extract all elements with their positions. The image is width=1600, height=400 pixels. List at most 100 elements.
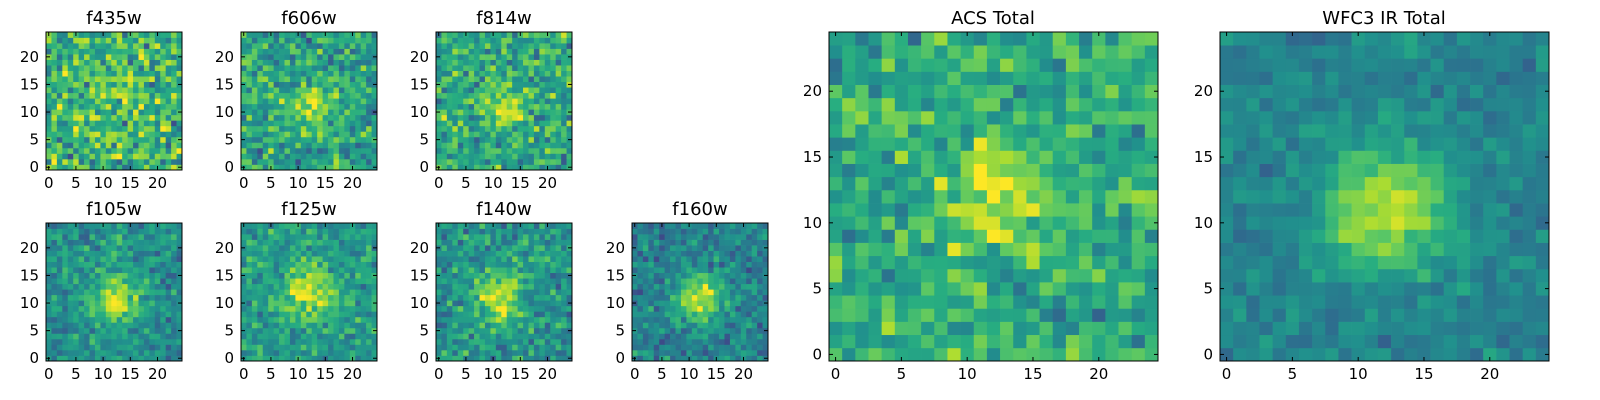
heatmap-cell — [441, 300, 448, 307]
heatmap-cell — [366, 131, 372, 138]
heatmap-cell — [452, 272, 459, 279]
heatmap-cell — [533, 272, 540, 279]
heatmap-cell — [89, 37, 96, 44]
heatmap-cell — [561, 267, 567, 274]
heatmap-cell — [1026, 176, 1040, 191]
heatmap-cell — [171, 327, 177, 334]
heatmap-cell — [757, 234, 763, 240]
heatmap-cell — [523, 37, 529, 44]
heatmap-cell — [143, 54, 150, 60]
heatmap-cell — [713, 316, 720, 323]
heatmap-cell — [501, 32, 508, 38]
heatmap-cell — [306, 92, 313, 99]
heatmap-cell — [691, 344, 698, 351]
heatmap-cell — [506, 250, 513, 257]
heatmap-cell — [1144, 242, 1159, 257]
heatmap-cell — [539, 158, 546, 165]
heatmap-cell — [452, 278, 459, 285]
heatmap-cell — [762, 234, 769, 240]
heatmap-cell — [566, 131, 573, 138]
heatmap-cell — [241, 125, 247, 132]
heatmap-cell — [171, 98, 177, 105]
heatmap-cell — [251, 59, 258, 66]
heatmap-cell — [143, 164, 150, 171]
heatmap-cell — [338, 125, 345, 132]
heatmap-cell — [528, 327, 535, 334]
heatmap-cell — [262, 234, 269, 240]
heatmap-cell — [544, 109, 551, 116]
heatmap-cell — [62, 322, 69, 329]
heatmap-cell — [523, 120, 529, 127]
heatmap-cell — [561, 245, 567, 251]
heatmap-cell — [512, 43, 518, 49]
heatmap-cell — [333, 37, 340, 44]
heatmap-cell — [495, 272, 502, 279]
heatmap-cell — [289, 305, 296, 312]
heatmap-cell — [686, 228, 693, 235]
heatmap-cell — [1013, 268, 1027, 283]
heatmap-cell — [490, 311, 497, 318]
heatmap-cell — [295, 322, 302, 329]
heatmap-cell — [67, 37, 74, 44]
heatmap-cell — [495, 261, 502, 268]
heatmap-cell — [73, 300, 79, 307]
heatmap-cell — [84, 289, 90, 296]
heatmap-cell — [127, 98, 134, 105]
heatmap-cell — [1052, 176, 1067, 191]
heatmap-cell — [171, 131, 177, 138]
heatmap-cell — [51, 289, 58, 296]
heatmap-cell — [452, 125, 459, 132]
heatmap-cell — [116, 54, 123, 60]
heatmap-cell — [78, 125, 85, 132]
heatmap-cell — [160, 272, 167, 279]
heatmap-cell — [133, 114, 139, 121]
heatmap-cell — [328, 54, 334, 60]
heatmap-cell — [149, 294, 156, 301]
heatmap-cell — [1118, 163, 1133, 178]
heatmap-cell — [539, 355, 546, 362]
heatmap-cell — [257, 158, 264, 165]
heatmap-cell — [550, 278, 557, 285]
heatmap-cell — [241, 65, 247, 71]
heatmap-cell — [105, 305, 112, 312]
heatmap-cell — [251, 228, 258, 235]
heatmap-cell — [73, 153, 79, 160]
heatmap-cell — [300, 338, 307, 345]
heatmap-cell — [122, 147, 128, 154]
heatmap-cell — [528, 278, 535, 285]
heatmap-cell — [56, 261, 63, 268]
heatmap-cell — [697, 311, 704, 318]
heatmap-cell — [740, 250, 747, 257]
heatmap-cell — [160, 142, 167, 149]
heatmap-cell — [708, 311, 714, 318]
heatmap-cell — [279, 142, 285, 149]
heatmap-cell — [56, 109, 63, 116]
heatmap-cell — [322, 153, 329, 160]
heatmap-cell — [653, 316, 660, 323]
heatmap-cell — [73, 349, 79, 356]
heatmap-cell — [122, 239, 128, 246]
heatmap-cell — [539, 256, 546, 262]
heatmap-cell — [160, 250, 167, 257]
heatmap-cell — [284, 43, 291, 49]
heatmap-cell — [697, 272, 704, 279]
heatmap-cell — [366, 87, 372, 94]
heatmap-cell — [680, 300, 687, 307]
heatmap-cell — [322, 76, 329, 83]
heatmap-cell — [284, 223, 291, 229]
heatmap-cell — [501, 338, 508, 345]
heatmap-cell — [268, 114, 274, 121]
heatmap-cell — [512, 59, 518, 66]
heatmap-cell — [311, 223, 318, 229]
heatmap-cell — [284, 87, 291, 94]
heatmap-cell — [474, 147, 480, 154]
heatmap-cell — [1052, 255, 1067, 270]
heatmap-cell — [105, 164, 112, 171]
heatmap-cell — [528, 228, 535, 235]
heatmap-cell — [452, 239, 459, 246]
heatmap-cell — [550, 114, 557, 121]
heatmap-cell — [241, 103, 247, 110]
heatmap-cell — [51, 59, 58, 66]
heatmap-cell — [746, 289, 753, 296]
heatmap-cell — [349, 311, 356, 318]
